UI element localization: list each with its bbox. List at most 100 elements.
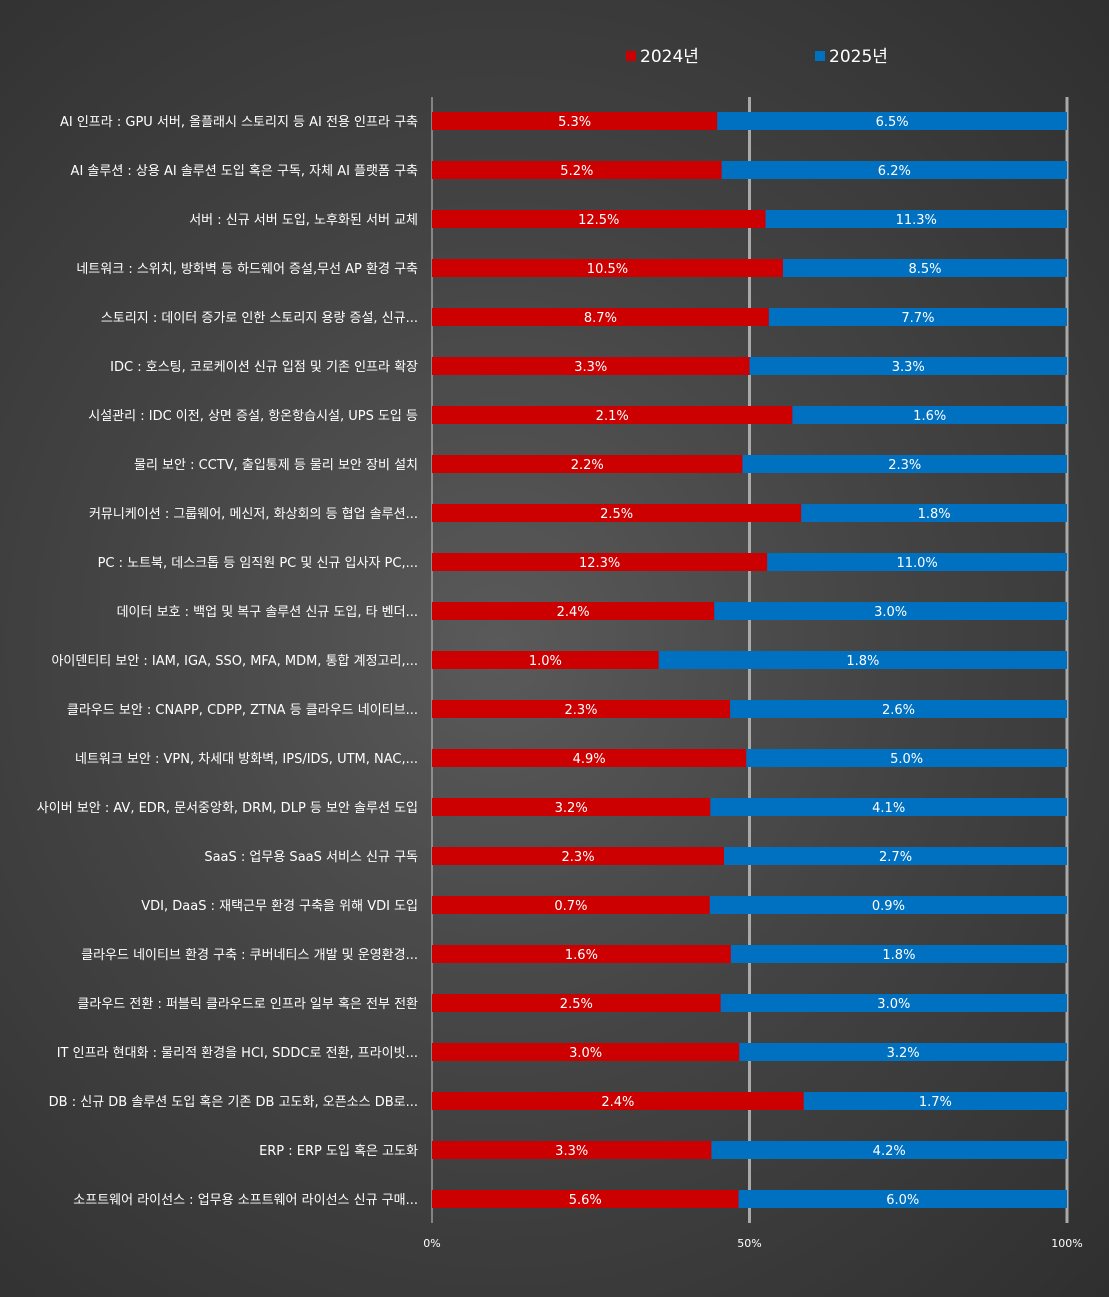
data-label: 3.3% (555, 1144, 588, 1159)
legend-swatch-2025 (815, 51, 825, 61)
data-label: 5.3% (558, 115, 591, 130)
category-label: 네트워크 보안 : VPN, 차세대 방화벽, IPS/IDS, UTM, NA… (75, 752, 418, 767)
bar-2024 (432, 651, 659, 669)
bar-2025 (768, 308, 1067, 326)
data-label: 3.2% (887, 1046, 920, 1061)
data-label: 4.2% (873, 1144, 906, 1159)
bar-2024 (432, 210, 766, 228)
category-label: 클라우드 전환 : 퍼블릭 클라우드로 인프라 일부 혹은 전부 전환 (77, 997, 418, 1012)
bar-2025 (720, 994, 1067, 1012)
data-label: 2.5% (600, 507, 633, 522)
bar-2024 (432, 308, 769, 326)
bar-2025 (767, 553, 1067, 571)
bar-2024 (432, 504, 802, 522)
bar-2024 (432, 357, 750, 375)
bar-2025 (711, 1141, 1067, 1159)
data-label: 4.9% (573, 752, 606, 767)
data-label: 3.0% (874, 605, 907, 620)
category-label: 커뮤니케이션 : 그룹웨어, 메신저, 화상회의 등 협업 솔루션... (89, 507, 418, 522)
data-label: 8.5% (908, 262, 941, 277)
category-label: IDC : 호스팅, 코로케이션 신규 입점 및 기존 인프라 확장 (110, 360, 418, 375)
category-label: 물리 보안 : CCTV, 출입통제 등 물리 보안 장비 설치 (134, 458, 418, 473)
category-label: 서버 : 신규 서버 도입, 노후화된 서버 교체 (189, 213, 418, 228)
category-label: SaaS : 업무용 SaaS 서비스 신규 구독 (204, 850, 418, 865)
data-label: 2.3% (562, 850, 595, 865)
bar-2024 (432, 700, 731, 718)
data-label: 5.2% (560, 164, 593, 179)
data-label: 3.3% (574, 360, 607, 375)
bar-2025 (730, 700, 1067, 718)
bar-2024 (432, 259, 783, 277)
data-label: 1.6% (913, 409, 946, 424)
bar-2024 (432, 112, 718, 130)
bar-2025 (765, 210, 1067, 228)
bar-2025 (746, 749, 1067, 767)
data-label: 2.5% (560, 997, 593, 1012)
data-label: 1.8% (846, 654, 879, 669)
data-label: 1.6% (565, 948, 598, 963)
bar-2024 (432, 406, 793, 424)
category-label: 데이터 보호 : 백업 및 복구 솔루션 신규 도입, 타 벤더... (117, 605, 418, 620)
data-label: 7.7% (901, 311, 934, 326)
bar-2024 (432, 749, 747, 767)
data-label: 2.2% (571, 458, 604, 473)
data-label: 3.0% (569, 1046, 602, 1061)
data-label: 12.5% (578, 213, 619, 228)
category-label: AI 인프라 : GPU 서버, 올플래시 스토리지 등 AI 전용 인프라 구… (60, 115, 418, 130)
bar-2024 (432, 1190, 739, 1208)
data-label: 0.7% (554, 899, 587, 914)
data-label: 1.8% (918, 507, 951, 522)
data-label: 2.7% (879, 850, 912, 865)
category-label: AI 솔루션 : 상용 AI 솔루션 도입 혹은 구독, 자체 AI 플랫폼 구… (71, 164, 418, 179)
category-label: 아이덴티티 보안 : IAM, IGA, SSO, MFA, MDM, 통합 계… (51, 654, 418, 669)
bar-2025 (717, 112, 1067, 130)
bar-2024 (432, 161, 722, 179)
data-label: 8.7% (584, 311, 617, 326)
data-label: 6.2% (878, 164, 911, 179)
data-label: 0.9% (872, 899, 905, 914)
bar-2025 (721, 161, 1067, 179)
bar-2025 (709, 896, 1067, 914)
data-label: 2.3% (565, 703, 598, 718)
bar-2025 (792, 406, 1067, 424)
data-label: 12.3% (579, 556, 620, 571)
category-label: 클라우드 보안 : CNAPP, CDPP, ZTNA 등 클라우드 네이티브.… (67, 703, 418, 718)
bar-2025 (658, 651, 1067, 669)
category-label: 시설관리 : IDC 이전, 상면 증설, 항온항습시설, UPS 도입 등 (88, 409, 418, 424)
bar-2025 (742, 455, 1067, 473)
data-label: 4.1% (872, 801, 905, 816)
data-label: 5.6% (569, 1193, 602, 1208)
bar-2024 (432, 896, 710, 914)
bar-2025 (803, 1092, 1067, 1110)
x-tick-label: 100% (1051, 1237, 1082, 1250)
bar-2025 (730, 945, 1067, 963)
data-label: 2.6% (882, 703, 915, 718)
data-label: 1.7% (919, 1095, 952, 1110)
data-label: 1.0% (529, 654, 562, 669)
bar-2025 (710, 798, 1067, 816)
bar-2024 (432, 945, 731, 963)
bar-2025 (724, 847, 1067, 865)
x-tick-label: 0% (423, 1237, 440, 1250)
category-label: 네트워크 : 스위치, 방화벽 등 하드웨어 증설,무선 AP 환경 구축 (76, 262, 418, 277)
category-label: 소프트웨어 라이선스 : 업무용 소프트웨어 라이선스 신규 구매... (73, 1193, 418, 1208)
bar-2024 (432, 1043, 740, 1061)
category-label: 사이버 보안 : AV, EDR, 문서중앙화, DRM, DLP 등 보안 솔… (37, 801, 418, 816)
bar-2025 (738, 1190, 1067, 1208)
category-label: PC : 노트북, 데스크톱 등 임직원 PC 및 신규 입사자 PC,... (98, 556, 418, 571)
bar-2025 (714, 602, 1067, 620)
bar-2024 (432, 1092, 804, 1110)
bar-2025 (749, 357, 1067, 375)
legend-label: 2024년 (640, 47, 699, 67)
bar-2024 (432, 1141, 712, 1159)
category-label: IT 인프라 현대화 : 물리적 환경을 HCI, SDDC로 전환, 프라이빗… (57, 1046, 418, 1061)
legend-label: 2025년 (829, 47, 888, 67)
data-label: 2.4% (601, 1095, 634, 1110)
category-label: 클라우드 네이티브 환경 구축 : 쿠버네티스 개발 및 운영환경... (81, 948, 418, 963)
data-label: 11.0% (896, 556, 937, 571)
data-label: 6.5% (876, 115, 909, 130)
data-label: 2.1% (596, 409, 629, 424)
data-label: 11.3% (896, 213, 937, 228)
